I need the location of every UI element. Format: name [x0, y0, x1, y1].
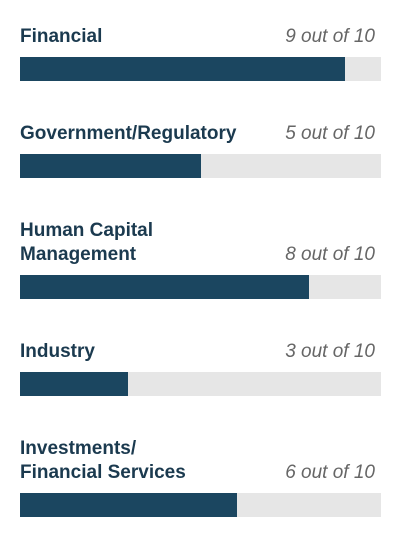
bar-row: Industry 3 out of 10 [20, 340, 381, 396]
category-label: Industry [20, 341, 95, 362]
bar-track [20, 493, 381, 517]
row-header: Government/Regulatory 5 out of 10 [20, 122, 381, 146]
category-label: Investments/ Financial Services [20, 438, 186, 483]
value-label: 6 out of 10 [285, 462, 375, 483]
row-header: Investments/ Financial Services 6 out of … [20, 437, 381, 485]
category-label: Government/Regulatory [20, 123, 237, 144]
bar [20, 493, 237, 517]
row-header: Human Capital Management 8 out of 10 [20, 219, 381, 267]
bar [20, 275, 309, 299]
bar-track [20, 275, 381, 299]
bar-track [20, 154, 381, 178]
bar [20, 154, 201, 178]
bar-row: Government/Regulatory 5 out of 10 [20, 122, 381, 178]
bar [20, 57, 345, 81]
bar [20, 372, 129, 396]
value-label: 3 out of 10 [285, 341, 375, 362]
category-label: Financial [20, 26, 103, 47]
value-label: 5 out of 10 [285, 123, 375, 144]
bar-row: Human Capital Management 8 out of 10 [20, 219, 381, 299]
row-header: Industry 3 out of 10 [20, 340, 381, 364]
value-label: 8 out of 10 [285, 244, 375, 265]
row-header: Financial 9 out of 10 [20, 25, 381, 49]
value-label: 9 out of 10 [285, 26, 375, 47]
category-label: Human Capital Management [20, 220, 154, 265]
bar-track [20, 372, 381, 396]
bar-row: Financial 9 out of 10 [20, 25, 381, 81]
bar-row: Investments/ Financial Services 6 out of … [20, 437, 381, 517]
bar-track [20, 57, 381, 81]
